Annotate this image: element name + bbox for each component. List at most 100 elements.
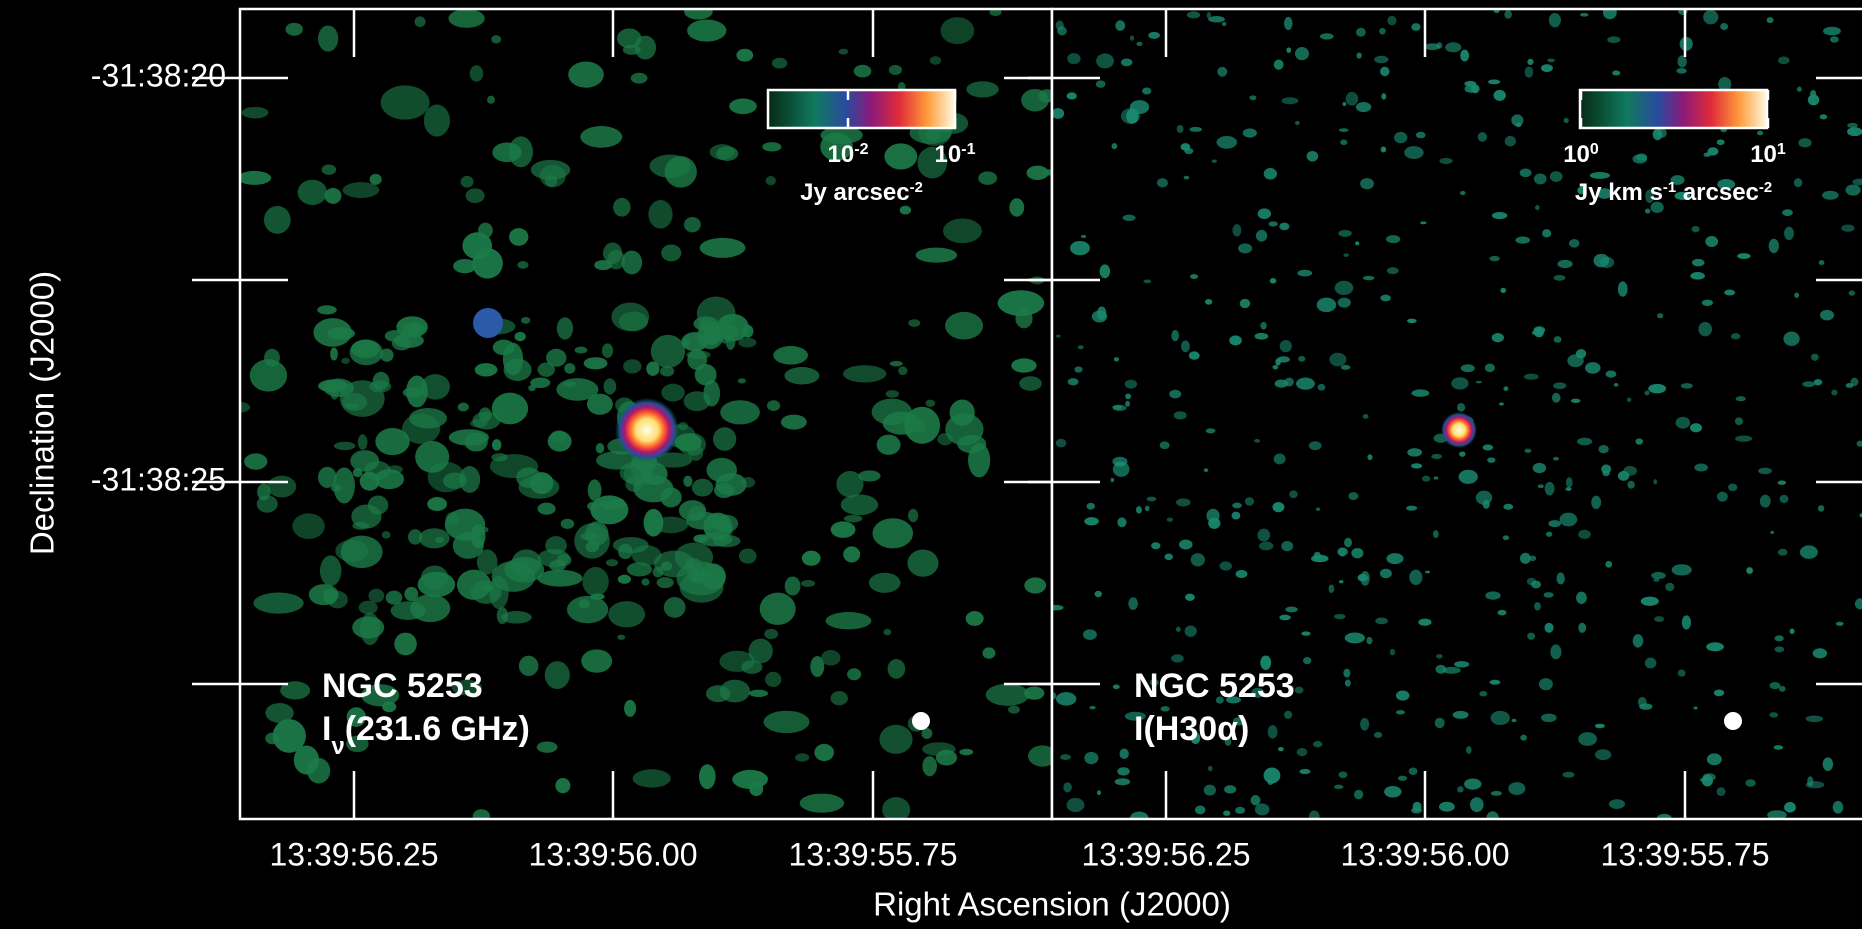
x-tick-label: 13:39:56.00 xyxy=(528,836,697,872)
emission xyxy=(1549,13,1561,27)
emission xyxy=(1607,36,1620,43)
emission xyxy=(351,340,380,359)
emission xyxy=(1451,377,1468,389)
colorbar xyxy=(1580,90,1767,128)
emission xyxy=(1460,191,1466,195)
emission xyxy=(1067,92,1077,99)
emission xyxy=(1240,299,1250,308)
emission xyxy=(1416,132,1426,139)
emission xyxy=(562,381,576,387)
emission xyxy=(922,756,937,776)
emission xyxy=(1176,498,1191,506)
emission xyxy=(1678,670,1686,677)
emission xyxy=(1297,270,1312,277)
emission xyxy=(1780,495,1789,503)
emission xyxy=(1190,274,1198,279)
emission xyxy=(492,393,528,425)
emission xyxy=(1343,669,1350,678)
emission xyxy=(1578,530,1591,539)
emission xyxy=(1435,665,1446,674)
emission xyxy=(360,613,380,646)
emission xyxy=(582,567,608,596)
emission xyxy=(1309,810,1320,822)
emission xyxy=(1778,549,1788,556)
emission xyxy=(1590,172,1610,179)
figure: Declination (J2000) Right Ascension (J20… xyxy=(0,0,1862,929)
emission xyxy=(567,596,608,623)
emission xyxy=(1633,154,1648,163)
emission xyxy=(1411,23,1420,31)
emission xyxy=(714,515,739,533)
emission xyxy=(1560,513,1578,527)
emission xyxy=(1707,147,1718,155)
emission xyxy=(1396,690,1409,700)
tick-base: 10 xyxy=(828,141,855,168)
emission xyxy=(1067,53,1080,64)
emission xyxy=(1328,584,1334,593)
x-axis-label: Right Ascension (J2000) xyxy=(873,886,1231,923)
emission xyxy=(1471,84,1480,93)
emission xyxy=(394,333,424,348)
emission xyxy=(1411,389,1429,396)
emission xyxy=(683,476,692,487)
emission xyxy=(514,332,525,341)
emission xyxy=(1554,336,1562,343)
emission xyxy=(687,20,726,42)
emission xyxy=(1275,358,1281,365)
emission xyxy=(684,4,713,20)
emission xyxy=(1339,128,1349,132)
emission xyxy=(1167,517,1173,521)
emission xyxy=(1717,492,1728,502)
emission xyxy=(765,672,781,687)
emission xyxy=(1112,143,1118,149)
emission xyxy=(586,541,599,552)
emission xyxy=(1638,697,1647,707)
emission xyxy=(1375,617,1388,624)
emission xyxy=(1533,463,1546,473)
emission xyxy=(600,500,627,510)
emission xyxy=(926,400,936,407)
emission xyxy=(1431,454,1442,459)
emission xyxy=(418,572,456,597)
emission xyxy=(1083,629,1097,640)
emission xyxy=(1778,56,1790,64)
emission xyxy=(1095,591,1102,597)
emission xyxy=(1641,597,1659,606)
emission xyxy=(729,98,757,114)
emission xyxy=(1136,42,1142,46)
emission xyxy=(341,536,383,568)
emission xyxy=(1407,319,1417,324)
emission xyxy=(1136,506,1142,514)
emission xyxy=(1546,532,1552,537)
emission xyxy=(1565,487,1571,491)
emission xyxy=(1681,383,1693,389)
emission xyxy=(1272,502,1284,512)
emission xyxy=(1806,715,1823,722)
emission xyxy=(1100,264,1110,278)
emission xyxy=(1187,11,1200,18)
emission xyxy=(877,435,901,455)
tick-exponent: -1 xyxy=(961,141,975,158)
emission xyxy=(660,366,674,376)
colorbar xyxy=(768,90,955,128)
emission xyxy=(1698,322,1712,336)
emission xyxy=(1285,607,1298,613)
colorbar-unit: Jy arcsec-2 xyxy=(800,179,923,206)
emission xyxy=(1690,272,1705,280)
x-tick-label: 13:39:56.00 xyxy=(1340,836,1509,872)
emission xyxy=(445,509,485,541)
emission xyxy=(1728,484,1737,491)
emission xyxy=(1195,806,1206,815)
emission xyxy=(1784,802,1796,813)
emission xyxy=(1645,209,1650,214)
emission xyxy=(394,633,417,656)
emission xyxy=(1769,682,1780,689)
emission xyxy=(1535,205,1540,210)
emission xyxy=(1236,570,1248,578)
emission xyxy=(1274,454,1286,465)
emission xyxy=(1512,719,1517,722)
emission xyxy=(1491,791,1502,796)
emission xyxy=(1121,108,1140,124)
emission xyxy=(1542,229,1551,237)
emission xyxy=(351,504,381,528)
